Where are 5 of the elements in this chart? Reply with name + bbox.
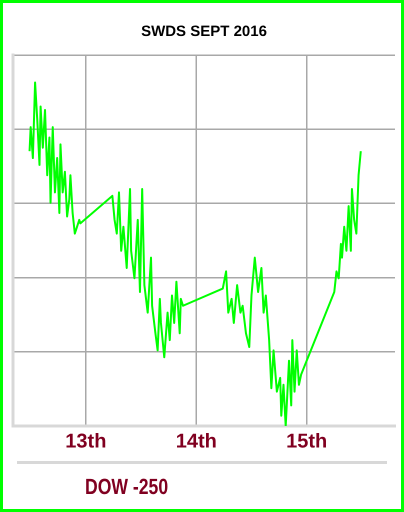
x-tick-label: 15th — [286, 430, 328, 453]
x-tick-label: 13th — [65, 430, 106, 453]
chart-title: SWDS SEPT 2016 — [141, 23, 267, 40]
text: DOW -250 — [85, 474, 168, 500]
x-tick-label: 14th — [176, 430, 217, 453]
